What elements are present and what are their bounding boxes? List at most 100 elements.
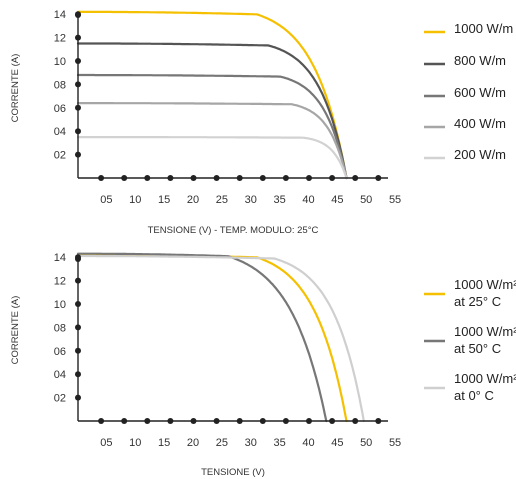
- y-axis-top-dot: [75, 256, 81, 262]
- x-tick-dot: [121, 418, 128, 424]
- x-tick-label: 25: [216, 194, 228, 206]
- x-tick-dot: [329, 175, 336, 181]
- y-tick-label: 02: [54, 393, 66, 405]
- x-tick-dot: [167, 418, 174, 424]
- x-tick-dot: [306, 175, 312, 181]
- legend-label-1: 1000 W/m: [454, 21, 513, 36]
- x-tick-dot: [352, 418, 359, 424]
- x-tick-dot: [352, 175, 359, 181]
- x-tick-dot: [236, 175, 243, 181]
- x-tick-label: 45: [331, 194, 343, 206]
- y-tick-dot: [75, 301, 81, 307]
- legend: 1000 W/m 800 W/m 600 W/m 400 W/m 200 W/m: [424, 21, 513, 162]
- legend-label-3-line2: at 0° C: [454, 388, 494, 403]
- legend-label-1-line2: at 25° C: [454, 294, 501, 309]
- legend-label-4: 400 W/m: [454, 116, 506, 131]
- x-tick-label: 30: [245, 437, 257, 449]
- series-line-4: [76, 102, 348, 180]
- x-tick-label: 15: [158, 194, 170, 206]
- legend-label-5: 200 W/m: [454, 147, 506, 162]
- y-tick-label: 06: [54, 103, 66, 115]
- x-tick-dot: [167, 175, 174, 181]
- chart-panel-2: 02 04 06 08 10 12 14 05 10 15 20 25 30 35 40 45 50 55 TENS…: [10, 252, 516, 478]
- y-tick-label: 12: [54, 276, 66, 288]
- x-tick-label: 40: [302, 437, 314, 449]
- y-tick-dot: [75, 394, 81, 401]
- y-axis-top-dot: [75, 12, 81, 18]
- x-tick-label: 15: [158, 437, 170, 449]
- y-tick-dot: [75, 58, 81, 64]
- x-tick-dot: [259, 175, 266, 181]
- x-tick-label: 20: [187, 437, 199, 449]
- series-line-2: [76, 42, 348, 180]
- x-axis-title: TENSIONE (V) - TEMP. MODULO: 25°C: [148, 225, 319, 236]
- x-tick-dot: [98, 418, 105, 424]
- x-tick-dot: [121, 175, 128, 181]
- series-line-3: [76, 73, 348, 180]
- y-tick-label: 12: [54, 33, 66, 45]
- y-tick-label: 10: [54, 56, 66, 68]
- legend-label-2-line2: at 50° C: [454, 341, 501, 356]
- y-tick-label: 04: [54, 369, 66, 381]
- x-tick-label: 50: [360, 194, 372, 206]
- y-tick-label: 14: [54, 252, 66, 264]
- y-tick-dot: [75, 128, 81, 135]
- x-tick-label: 55: [389, 437, 401, 449]
- x-tick-dot: [282, 175, 289, 181]
- x-tick-dot: [329, 418, 336, 424]
- y-tick-dot: [75, 371, 81, 378]
- x-tick-label: 20: [187, 194, 199, 206]
- legend: 1000 W/m² at 25° C 1000 W/m² at 50° C 1000 W…: [424, 277, 516, 403]
- x-tick-dot: [213, 418, 220, 424]
- x-tick-label: 55: [389, 194, 401, 206]
- series-line-5: [76, 136, 348, 180]
- x-tick-dot: [98, 175, 105, 181]
- x-tick-label: 40: [302, 194, 314, 206]
- x-tick-label: 35: [273, 437, 285, 449]
- x-tick-dot: [190, 175, 197, 181]
- y-axis-title: CORRENTE (A): [10, 54, 21, 123]
- y-tick-dot: [75, 81, 81, 88]
- x-tick-dot: [144, 175, 151, 181]
- y-tick-dot: [75, 324, 81, 331]
- x-tick-dot: [190, 418, 197, 424]
- y-tick-label: 02: [54, 150, 66, 162]
- legend-label-3: 600 W/m: [454, 85, 506, 100]
- y-tick-label: 08: [54, 79, 66, 91]
- chart-panel-1: 02 04 06 08 10 12 14 05 10 15 20 25 30 35 40 45 50 55 TENS…: [10, 9, 513, 236]
- x-tick-dot: [144, 418, 151, 424]
- x-tick-label: 10: [129, 194, 141, 206]
- legend-label-2: 800 W/m: [454, 53, 506, 68]
- x-tick-label: 30: [245, 194, 257, 206]
- x-tick-dot: [259, 418, 266, 424]
- x-tick-label: 50: [360, 437, 372, 449]
- y-tick-label: 06: [54, 346, 66, 358]
- y-tick-dot: [75, 34, 81, 41]
- y-tick-dot: [75, 104, 81, 111]
- legend-label-1-line1: 1000 W/m²: [454, 277, 516, 292]
- x-tick-dot: [213, 175, 220, 181]
- legend-label-2-line1: 1000 W/m²: [454, 324, 516, 339]
- y-tick-label: 08: [54, 322, 66, 334]
- x-tick-label: 45: [331, 437, 343, 449]
- legend-label-3-line1: 1000 W/m²: [454, 371, 516, 386]
- x-tick-dot: [306, 418, 312, 424]
- y-axis-title: CORRENTE (A): [10, 296, 21, 365]
- series-line-3: [76, 254, 365, 423]
- x-tick-label: 05: [100, 194, 112, 206]
- y-tick-dot: [75, 277, 81, 284]
- x-axis-title: TENSIONE (V): [201, 467, 265, 478]
- series-line-2: [76, 252, 328, 423]
- x-tick-dot: [282, 418, 289, 424]
- series-line-1: [76, 253, 348, 423]
- x-tick-label: 35: [273, 194, 285, 206]
- y-tick-label: 14: [54, 9, 66, 21]
- x-tick-label: 05: [100, 437, 112, 449]
- x-tick-label: 10: [129, 437, 141, 449]
- x-tick-label: 25: [216, 437, 228, 449]
- y-tick-dot: [75, 151, 81, 158]
- x-tick-dot: [375, 418, 382, 424]
- y-tick-label: 04: [54, 126, 66, 138]
- series-line-1: [76, 10, 348, 180]
